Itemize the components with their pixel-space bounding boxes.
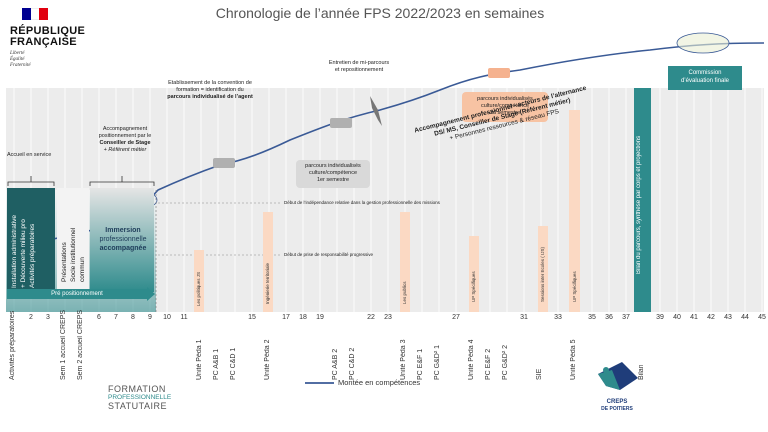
axis-label: 40: [673, 314, 681, 321]
axis-label: PC E&F 2: [485, 348, 492, 380]
pre-positionnement-arrow: [147, 287, 155, 301]
axis-label: 37: [622, 314, 630, 321]
axis-label: Unité Péda 4: [468, 339, 475, 380]
axis-label: 41: [690, 314, 698, 321]
formation-logo: FORMATION PROFESSIONNELLE STATUTAIRE: [108, 384, 172, 411]
badge-3: [488, 68, 510, 78]
page-title: Chronologie de l’année FPS 2022/2023 en …: [215, 5, 545, 21]
orange-label-4: UP Spécifiques: [471, 271, 476, 302]
axis-label: 2: [29, 314, 33, 321]
axis-label: 36: [605, 314, 613, 321]
axis-label: 19: [316, 314, 324, 321]
orange-bar-publics: [400, 212, 410, 312]
axis-label: Unité Péda 3: [400, 339, 407, 380]
axis-label: PC G&D² 1: [434, 344, 441, 380]
legend-label: Montée en compétences: [338, 378, 421, 387]
axis-label: 27: [452, 314, 460, 321]
axis-label: 11: [180, 314, 188, 321]
debut-indep-label: Début de l’indépendance relative dans la…: [284, 200, 440, 205]
axis-label: 33: [554, 314, 562, 321]
entretien-label: Entretien de mi-parcours et repositionnem…: [328, 60, 390, 73]
motto-1: Liberté: [10, 51, 25, 56]
axis-label: PC A&B 1: [213, 348, 220, 380]
axis-label: 44: [741, 314, 749, 321]
axis-label: 17: [282, 314, 290, 321]
axis-label: PC C&D 1: [230, 347, 237, 380]
debut-prise-label: Début de prise de responsabilité progres…: [284, 252, 374, 257]
axis-label: 31: [520, 314, 528, 321]
orange-label-3: Les publics: [402, 281, 407, 304]
col1-text: Installation administrative + Découverte …: [11, 215, 36, 288]
col2-text: Présentations Socle institutionnel commun: [61, 227, 86, 282]
immersion-text: Immersion professionnelle accompagnée: [99, 227, 147, 252]
x-axis: Activités préparatoires 2 3 Sem 1 accueil C…: [0, 309, 768, 382]
install-block: [7, 188, 55, 292]
accompagnement-bracket: [89, 176, 155, 186]
axis-label: 39: [656, 314, 664, 321]
entretien-arrow: [370, 96, 382, 126]
accueil-bracket: [7, 176, 55, 186]
orange-label-6: UP Spécifiques: [572, 271, 577, 302]
orange-bar-ingenierie: [263, 212, 273, 312]
axis-label: 10: [163, 314, 171, 321]
axis-label: Unité Péda 5: [570, 339, 577, 380]
axis-label: 6: [97, 314, 101, 321]
axis-label: 43: [724, 314, 732, 321]
parcours-box-2: parcours individualisés culture/compétenc…: [462, 92, 548, 122]
axis-label: PC G&D² 2: [502, 344, 509, 380]
axis-label: 15: [248, 314, 256, 321]
axis-label: SIE: [536, 368, 543, 380]
axis-label: Activités préparatoires: [9, 310, 16, 380]
creps-mark-icon: [598, 362, 638, 390]
rf-line1: RÉPUBLIQUE: [10, 25, 86, 37]
axis-label: 42: [707, 314, 715, 321]
axis-label: PC C&D 2: [349, 347, 356, 380]
rf-line2: FRANÇAISE: [10, 36, 77, 48]
pre-positionnement-bar: Pré positionnement: [7, 289, 147, 299]
motto-2: Égalité: [10, 57, 25, 62]
immersion-block: [90, 188, 154, 292]
creps-logo: CREPS DE POITIERS: [592, 360, 642, 420]
axis-label: 7: [114, 314, 118, 321]
axis-label: 3: [46, 314, 50, 321]
orange-label-2: Ingénierie territoriale: [265, 262, 270, 304]
axis-label: 45: [758, 314, 766, 321]
axis-label: Unité Péda 1: [196, 339, 203, 380]
orange-bar-sie: [538, 226, 548, 312]
axis-label: 18: [299, 314, 307, 321]
axis-label: Sem 1 accueil CREPS: [60, 309, 67, 380]
presentation-block: [57, 188, 89, 292]
axis-label: 23: [384, 314, 392, 321]
accompagnement-label: Accompagnement positionnement par le Con…: [98, 126, 152, 153]
commission-box: Commission d’évaluation finale: [668, 66, 742, 90]
flag-icon: [22, 8, 49, 20]
axis-label: 35: [588, 314, 596, 321]
axis-label: Sem 2 accueil CREPS: [77, 309, 84, 380]
badge-2: [330, 118, 352, 128]
orange-bar-politiques: [194, 250, 204, 312]
bilan-text: Bilan du parcours, synthèse par corps et…: [636, 135, 642, 274]
axis-label: PC A&B 2: [332, 348, 339, 380]
orange-label-5: Sessions inter Ecoles ( IJS): [540, 246, 545, 302]
axis-label: 9: [148, 314, 152, 321]
bilan-bar: [634, 88, 651, 312]
orange-bar-up2: [569, 110, 580, 312]
etablissement-label: Etablissement de la convention de format…: [167, 80, 253, 100]
axis-label: Unité Péda 2: [264, 339, 271, 380]
motto-3: Fraternité: [10, 63, 31, 68]
axis-label: PC E&F 1: [417, 348, 424, 380]
republique-logo: RÉPUBLIQUE FRANÇAISE Liberté Égalité Fra…: [10, 8, 86, 69]
axis-label: 8: [131, 314, 135, 321]
parcours-box-1: parcours individualisés culture/compétenc…: [296, 160, 370, 188]
milestone-ellipse-2: [676, 32, 730, 54]
accueil-label: Accueil en service: [7, 152, 52, 158]
orange-label-1: Les politiques JS: [196, 271, 201, 306]
orange-bar-up1: [469, 236, 479, 312]
axis-label: 22: [367, 314, 375, 321]
badge-1: [213, 158, 235, 168]
